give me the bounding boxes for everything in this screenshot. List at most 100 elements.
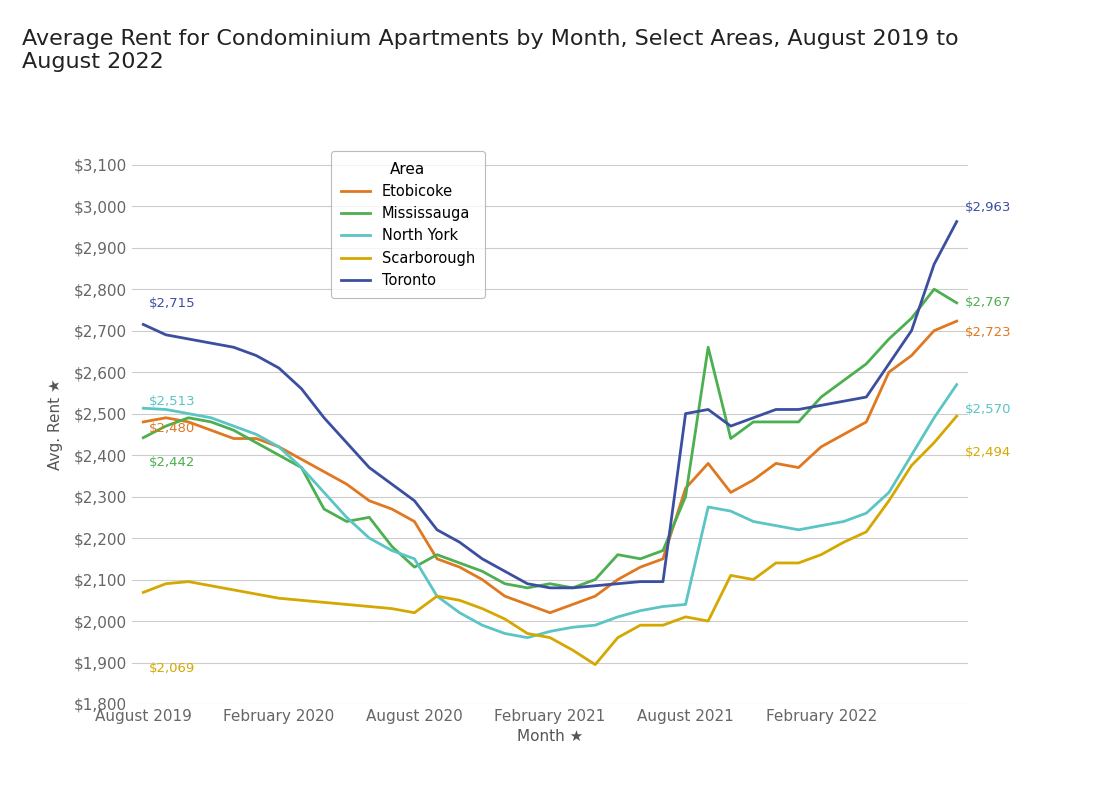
Scarborough <box>543 633 557 642</box>
Scarborough <box>136 588 150 598</box>
Scarborough <box>814 550 827 559</box>
Etobicoke <box>747 475 760 485</box>
Mississauga <box>769 417 782 426</box>
Scarborough <box>363 602 376 611</box>
Text: $2,767: $2,767 <box>965 296 1012 310</box>
North York <box>860 508 873 518</box>
Scarborough <box>950 411 964 421</box>
Mississauga <box>363 513 376 522</box>
North York <box>950 380 964 390</box>
North York <box>136 403 150 413</box>
Toronto <box>747 413 760 422</box>
North York <box>792 525 805 534</box>
Toronto <box>543 583 557 593</box>
North York <box>882 488 895 498</box>
Text: $2,442: $2,442 <box>148 456 195 469</box>
Scarborough <box>227 585 240 594</box>
Text: $2,963: $2,963 <box>965 201 1011 214</box>
Toronto <box>318 413 331 422</box>
North York <box>679 600 692 610</box>
Etobicoke <box>385 504 398 514</box>
Scarborough <box>408 608 421 618</box>
Text: $2,513: $2,513 <box>148 394 196 408</box>
North York <box>160 405 173 414</box>
Toronto <box>612 579 625 589</box>
North York <box>724 506 737 516</box>
Scarborough <box>769 558 782 568</box>
Toronto <box>927 259 940 269</box>
Toronto <box>453 538 466 547</box>
Toronto <box>634 577 647 586</box>
Toronto <box>227 342 240 352</box>
Scarborough <box>747 574 760 584</box>
Etobicoke <box>792 462 805 472</box>
Etobicoke <box>814 442 827 452</box>
Etobicoke <box>227 434 240 443</box>
Toronto <box>950 217 964 226</box>
Etobicoke <box>498 591 512 601</box>
North York <box>273 442 286 452</box>
Scarborough <box>612 633 625 642</box>
Toronto <box>408 496 421 506</box>
Etobicoke <box>363 496 376 506</box>
Etobicoke <box>566 600 580 610</box>
Mississauga <box>520 583 534 593</box>
Toronto <box>295 384 308 394</box>
Mississauga <box>814 392 827 402</box>
Legend: Etobicoke, Mississauga, North York, Scarborough, Toronto: Etobicoke, Mississauga, North York, Scar… <box>331 151 485 298</box>
Etobicoke <box>250 434 263 443</box>
North York <box>430 591 443 601</box>
Mississauga <box>588 574 602 584</box>
North York <box>295 462 308 472</box>
Mississauga <box>408 562 421 572</box>
Etobicoke <box>950 316 964 326</box>
Toronto <box>657 577 670 586</box>
Line: North York: North York <box>143 385 957 638</box>
Text: $2,570: $2,570 <box>965 403 1012 416</box>
Text: $2,480: $2,480 <box>148 422 195 435</box>
Mississauga <box>136 433 150 442</box>
Toronto <box>724 422 737 431</box>
Etobicoke <box>927 326 940 335</box>
North York <box>520 633 534 642</box>
Etobicoke <box>318 467 331 477</box>
North York <box>453 608 466 618</box>
Scarborough <box>205 581 218 590</box>
Etobicoke <box>475 574 488 584</box>
North York <box>612 612 625 622</box>
North York <box>363 534 376 543</box>
Etobicoke <box>702 458 715 468</box>
Text: Average Rent for Condominium Apartments by Month, Select Areas, August 2019 to
A: Average Rent for Condominium Apartments … <box>22 29 958 72</box>
North York <box>475 620 488 630</box>
Toronto <box>136 320 150 330</box>
North York <box>205 413 218 422</box>
North York <box>927 413 940 422</box>
North York <box>702 502 715 512</box>
Mississauga <box>950 298 964 308</box>
Scarborough <box>273 594 286 603</box>
Mississauga <box>182 413 195 422</box>
Scarborough <box>905 461 918 470</box>
Mississauga <box>679 492 692 502</box>
Mississauga <box>612 550 625 559</box>
Mississauga <box>475 566 488 576</box>
Mississauga <box>430 550 443 559</box>
North York <box>408 554 421 564</box>
Scarborough <box>927 438 940 447</box>
Etobicoke <box>634 562 647 572</box>
North York <box>543 626 557 636</box>
Scarborough <box>453 595 466 605</box>
Scarborough <box>498 614 512 624</box>
Text: $2,494: $2,494 <box>965 446 1011 458</box>
Etobicoke <box>543 608 557 618</box>
Etobicoke <box>520 600 534 610</box>
North York <box>769 521 782 530</box>
Mississauga <box>792 417 805 426</box>
North York <box>318 488 331 498</box>
Mississauga <box>498 579 512 589</box>
Etobicoke <box>160 413 173 422</box>
Mississauga <box>837 376 850 386</box>
Toronto <box>882 359 895 369</box>
Toronto <box>792 405 805 414</box>
North York <box>250 430 263 439</box>
